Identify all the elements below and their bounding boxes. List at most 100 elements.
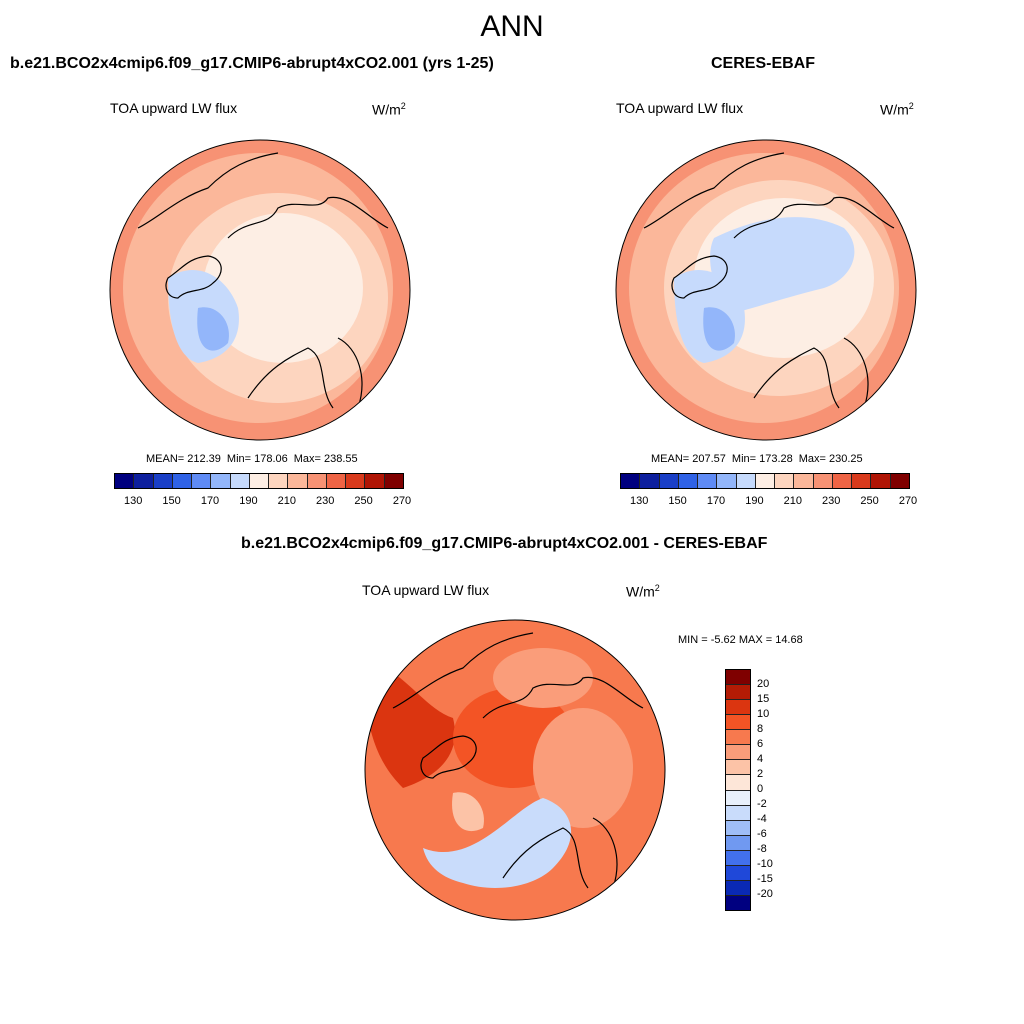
- colorbar-swatch: [726, 775, 750, 791]
- colorbar-swatch: [726, 880, 750, 896]
- coastlines: [137, 152, 389, 409]
- colorbar-labels-diff: 20 15 10 8 6 4 2 0 -2 -4 -6 -8 -10 -15 -20: [757, 669, 797, 909]
- negative-anomaly-contour: [423, 798, 572, 888]
- colorbar-swatch: [640, 474, 660, 488]
- colorbar-swatch: [726, 835, 750, 851]
- colorbar-swatch: [717, 474, 737, 488]
- colorbar-swatch: [794, 474, 814, 488]
- colorbar-swatch: [726, 820, 750, 836]
- colorbar-swatch: [813, 474, 833, 488]
- colorbar-swatch: [659, 474, 679, 488]
- colorbar-model: [114, 473, 404, 489]
- minmax-diff: MIN = -5.62 MAX = 14.68: [678, 634, 803, 646]
- variable-label-diff: TOA upward LW flux: [362, 582, 490, 598]
- coastlines: [392, 632, 644, 889]
- colorbar-swatch: [726, 670, 750, 686]
- colorbar-swatch: [755, 474, 776, 488]
- colorbar-label: 20: [757, 678, 770, 690]
- units-label-diff: W/m2: [626, 583, 660, 600]
- colorbar-label: -20: [757, 888, 773, 900]
- colorbar-label: 150: [162, 495, 181, 507]
- colorbar-swatch: [346, 474, 366, 488]
- greenland-contour: [703, 307, 735, 351]
- colorbar-label: 8: [757, 723, 764, 735]
- colorbar-swatch: [153, 474, 173, 488]
- colorbar-label: 4: [757, 753, 764, 765]
- colorbar-label: 230: [822, 495, 841, 507]
- positive-anomaly-contour: [533, 708, 633, 828]
- colorbar-label: -2: [757, 798, 767, 810]
- map-border: [364, 619, 666, 921]
- colorbar-diff: [725, 669, 751, 911]
- colorbar-swatch: [726, 715, 750, 731]
- colorbar-swatch: [726, 865, 750, 881]
- greenland-contour: [452, 792, 484, 832]
- colorbar-label: 250: [354, 495, 373, 507]
- greenland-contour: [197, 307, 229, 351]
- colorbar-swatch: [852, 474, 872, 488]
- colorbar-label: 190: [745, 495, 764, 507]
- colorbar-label: 15: [757, 693, 770, 705]
- colorbar-swatch: [726, 895, 750, 910]
- polar-map-diff: [364, 619, 666, 921]
- colorbar-swatch: [890, 474, 909, 488]
- colorbar-swatch: [192, 474, 212, 488]
- positive-anomaly-contour: [493, 648, 593, 708]
- colorbar-label: -4: [757, 813, 767, 825]
- colorbar-swatch: [698, 474, 718, 488]
- colorbar-obs: [620, 473, 910, 489]
- arctic-ocean-contour: [710, 217, 855, 313]
- colorbar-swatch: [134, 474, 154, 488]
- figure-title: ANN: [480, 10, 544, 43]
- map-border: [615, 139, 917, 441]
- stats-model: MEAN= 212.39 Min= 178.06 Max= 238.55: [146, 453, 358, 465]
- colorbar-label: 10: [757, 708, 770, 720]
- colorbar-swatch: [288, 474, 308, 488]
- colorbar-label: -6: [757, 828, 767, 840]
- colorbar-swatch: [726, 760, 750, 776]
- colorbar-label: -15: [757, 873, 773, 885]
- colorbar-label: -10: [757, 858, 773, 870]
- colorbar-label: 210: [783, 495, 802, 507]
- colorbar-label: 2: [757, 768, 764, 780]
- colorbar-swatch: [230, 474, 250, 488]
- colorbar-swatch: [269, 474, 289, 488]
- colorbar-swatch: [621, 474, 641, 488]
- colorbar-swatch: [211, 474, 231, 488]
- units-label-model: W/m2: [372, 101, 406, 118]
- map-border: [109, 139, 411, 441]
- colorbar-label: 130: [630, 495, 649, 507]
- variable-label-obs: TOA upward LW flux: [616, 100, 744, 116]
- colorbar-label: 170: [200, 495, 220, 507]
- colorbar-swatch: [115, 474, 135, 488]
- colorbar-swatch: [307, 474, 327, 488]
- colorbar-label: 0: [757, 783, 764, 795]
- colorbar-label: -8: [757, 843, 767, 855]
- colorbar-swatch: [726, 805, 750, 821]
- panel-title-model: b.e21.BCO2x4cmip6.f09_g17.CMIP6-abrupt4x…: [10, 55, 494, 72]
- stats-obs: MEAN= 207.57 Min= 173.28 Max= 230.25: [651, 453, 863, 465]
- colorbar-swatch: [736, 474, 756, 488]
- colorbar-label: 6: [757, 738, 764, 750]
- colorbar-label: 270: [392, 495, 412, 507]
- panel-title-obs: CERES-EBAF: [711, 55, 816, 72]
- colorbar-label: 250: [860, 495, 879, 507]
- colorbar-label: 170: [706, 495, 726, 507]
- colorbar-label: 150: [668, 495, 687, 507]
- colorbar-swatch: [726, 700, 750, 716]
- colorbar-label: 130: [124, 495, 143, 507]
- colorbar-swatch: [678, 474, 699, 488]
- units-label-obs: W/m2: [880, 101, 914, 118]
- map-contour-band: [203, 213, 363, 363]
- colorbar-swatch: [249, 474, 270, 488]
- colorbar-swatch: [726, 790, 750, 806]
- colorbar-swatch: [775, 474, 795, 488]
- polar-map-obs: [615, 139, 917, 441]
- variable-label-model: TOA upward LW flux: [110, 100, 238, 116]
- colorbar-swatch: [871, 474, 891, 488]
- polar-map-model: [109, 139, 411, 441]
- colorbar-labels-model: 130 150 170 190 210 230 250 270: [114, 495, 411, 509]
- colorbar-swatch: [726, 685, 750, 701]
- colorbar-label: 230: [316, 495, 335, 507]
- colorbar-swatch: [726, 850, 750, 866]
